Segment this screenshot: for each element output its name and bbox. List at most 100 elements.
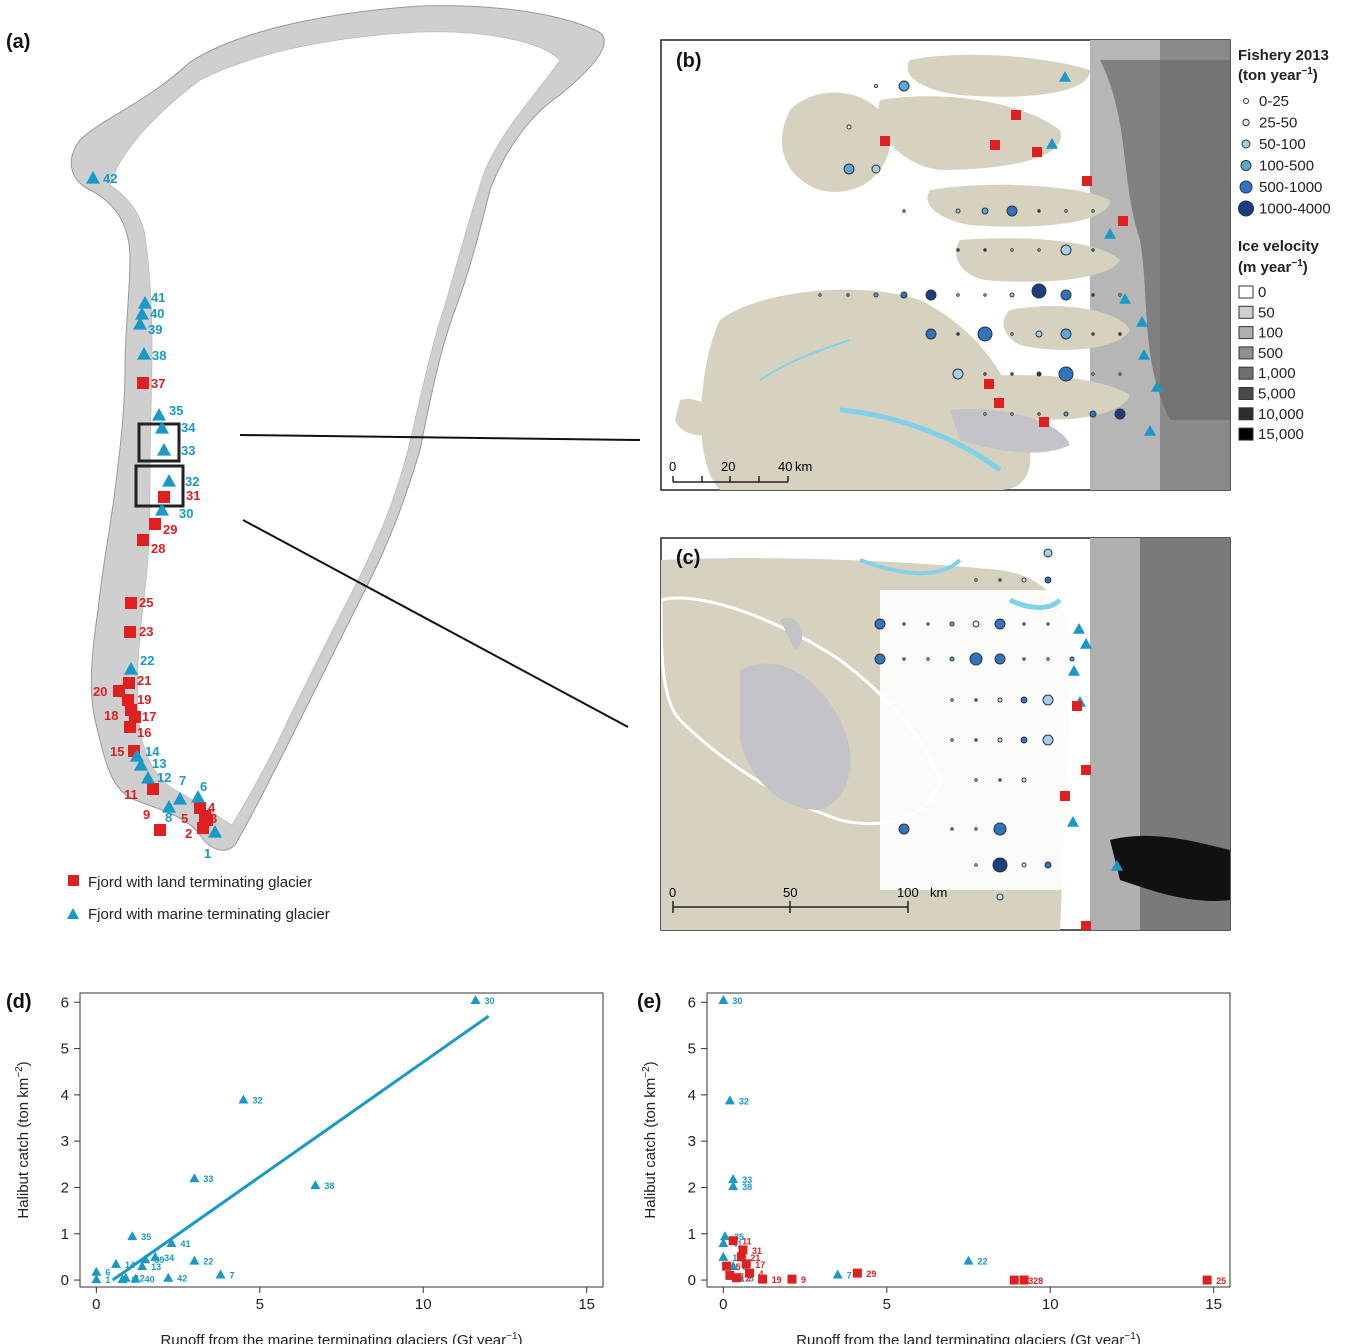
fishery-dot: [1037, 412, 1041, 416]
fishery-dot: [983, 248, 987, 252]
scalebar-c-tick-0: 0: [669, 885, 676, 900]
fishery-dot: [1069, 656, 1075, 662]
y-tick-label: 0: [688, 1272, 696, 1289]
land-site-label: 29: [163, 522, 177, 537]
fishery-dot: [950, 827, 954, 831]
inset-map-b: (b) 0 20 40 km: [660, 39, 1231, 491]
x-tick-label: 0: [92, 1296, 100, 1313]
data-point-label: 31: [752, 1246, 762, 1256]
fishery-dot: [1118, 293, 1122, 297]
land-site-marker: [125, 597, 137, 609]
fishery-dot: [950, 738, 954, 742]
data-point-label: 4: [758, 1269, 763, 1279]
marine-site-label: 14: [145, 744, 160, 759]
plot-area: [79, 992, 604, 1288]
marine-site-marker: [152, 408, 166, 421]
fishery-dot: [873, 292, 879, 298]
velocity-class-swatch: [1238, 285, 1254, 299]
velocity-class-swatch: [1238, 407, 1254, 421]
fishery-dot: [952, 368, 964, 380]
fishery-dot: [1060, 244, 1072, 256]
velocity-class-swatch: [1238, 387, 1254, 400]
velocity-class-swatch: [1238, 305, 1254, 319]
land-glacier-marker: [880, 136, 890, 146]
y-tick-label: 5: [688, 1041, 696, 1058]
velocity-class-label: 0: [1258, 284, 1266, 301]
marine-glacier-marker: [1138, 349, 1150, 360]
data-point-label: 22: [978, 1257, 988, 1267]
land-glacier-marker: [1060, 791, 1070, 801]
marine-site-marker: [155, 421, 169, 434]
fishery-dot: [998, 778, 1002, 782]
marine-site-marker: [138, 296, 152, 309]
fishery-dot: [874, 84, 878, 88]
fishery-dot: [969, 652, 983, 666]
data-point-label: 28: [1033, 1276, 1043, 1286]
y-axis-title: Halibut catch (ton km−2): [641, 1061, 659, 1218]
fishery-dot: [977, 326, 993, 342]
land-site-label: 18: [104, 708, 118, 723]
fishery-dot: [1091, 332, 1095, 336]
data-point-triangle: [163, 1272, 174, 1282]
data-point-square: [725, 1270, 735, 1280]
marine-site-label: 1: [204, 846, 211, 861]
land-site-label: 2: [185, 826, 192, 841]
marine-site-label: 7: [179, 773, 186, 788]
fishery-class-symbol: [1241, 139, 1251, 149]
velocity-class-label: 1,000: [1258, 365, 1296, 382]
data-point-square: [852, 1268, 862, 1278]
fishery-dot: [1020, 696, 1028, 704]
marine-glacier-marker: [1119, 293, 1131, 304]
data-point-square: [1009, 1275, 1019, 1285]
data-point-triangle: [91, 1274, 102, 1284]
data-point-square: [722, 1261, 732, 1271]
fishery-class-symbol: [1242, 118, 1250, 127]
data-point-label: 25: [1216, 1276, 1226, 1286]
marine-site-label: 13: [152, 756, 166, 771]
land-site-label: 23: [139, 624, 153, 639]
land-glacier-marker: [1118, 216, 1128, 226]
fishery-dot: [871, 164, 881, 174]
scalebar-b-unit: km: [795, 459, 812, 474]
data-point-triangle: [963, 1255, 974, 1265]
marine-glacier-marker: [1068, 665, 1080, 676]
y-tick-label: 6: [688, 994, 696, 1011]
land-site-marker: [199, 810, 211, 822]
fishery-dot: [925, 328, 937, 340]
data-point-label: 13: [151, 1262, 161, 1272]
y-tick-label: 5: [61, 1041, 69, 1058]
data-point-label: 38: [324, 1181, 334, 1191]
fishery-dot: [974, 578, 978, 582]
y-tick-label: 3: [61, 1133, 69, 1150]
x-axis-title: Runoff from the marine terminating glaci…: [160, 1331, 522, 1344]
fishery-dot: [974, 698, 978, 702]
land-site-marker: [158, 491, 170, 503]
data-point-label: 8: [749, 1274, 754, 1284]
fishery-dot: [846, 293, 850, 297]
land-site-label: 15: [110, 744, 124, 759]
data-point-triangle: [110, 1258, 121, 1268]
fishery-dot: [925, 289, 937, 301]
data-point-label: 7: [230, 1270, 235, 1280]
data-point-label: 29: [866, 1269, 876, 1279]
land-site-label: 5: [181, 811, 188, 826]
fishery-dot: [949, 656, 955, 662]
fishery-dot: [1010, 372, 1014, 376]
fishery-dot: [1114, 408, 1126, 420]
data-point-triangle: [189, 1255, 200, 1265]
scalebar-c-tick-50: 50: [783, 885, 797, 900]
fishery-dot: [1044, 861, 1052, 869]
fishery-dot: [1118, 332, 1122, 336]
fishery-dot: [1043, 548, 1053, 558]
fishery-dot: [1021, 777, 1027, 783]
marine-site-marker: [155, 503, 169, 516]
land-site-label: 31: [186, 488, 200, 503]
marine-site-label: 42: [103, 171, 117, 186]
data-point-label: 22: [203, 1257, 213, 1267]
data-point-triangle: [215, 1269, 226, 1279]
fishery-class-symbol: [1240, 160, 1252, 171]
scalebar-c-tick-100: 100: [897, 885, 919, 900]
land-glacier-marker: [1011, 110, 1021, 120]
